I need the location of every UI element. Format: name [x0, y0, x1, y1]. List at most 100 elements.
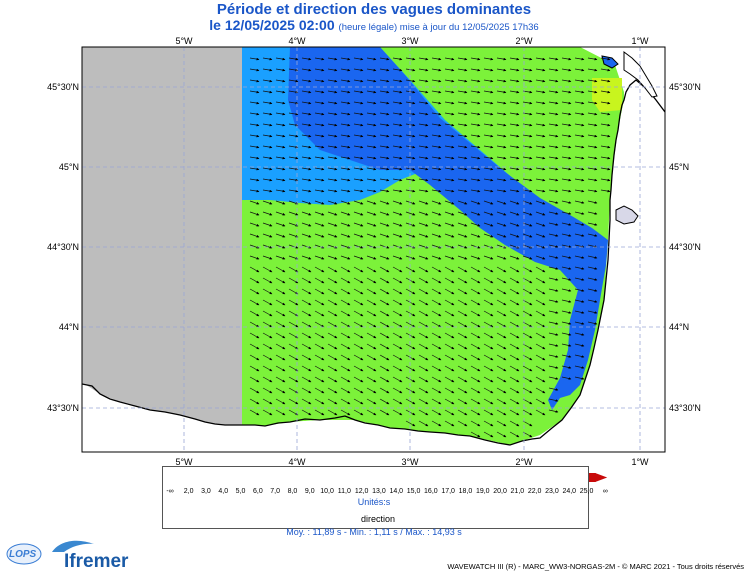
direction-arrow	[366, 57, 377, 61]
direction-arrow	[587, 145, 598, 149]
direction-arrow	[470, 398, 481, 405]
direction-arrow	[470, 332, 481, 339]
direction-arrow	[314, 90, 325, 94]
direction-arrow	[457, 145, 468, 149]
direction-arrow	[574, 266, 585, 270]
direction-arrow	[288, 57, 299, 61]
color-scale-max-arrow	[595, 473, 608, 482]
direction-arrow	[379, 233, 390, 238]
direction-arrow	[249, 79, 260, 83]
direction-arrow	[470, 288, 481, 295]
direction-arrow	[561, 211, 572, 215]
direction-arrow	[509, 123, 520, 127]
direction-arrow	[600, 90, 611, 94]
direction-arrow	[418, 156, 429, 160]
color-scale-tick: 16,0	[424, 488, 438, 495]
direction-arrow	[275, 321, 286, 328]
direction-arrow	[340, 299, 351, 306]
direction-arrow	[262, 310, 273, 317]
direction-arrow	[288, 398, 299, 405]
direction-arrow	[366, 79, 377, 83]
direction-arrow	[431, 387, 442, 394]
direction-arrow	[405, 376, 416, 383]
direction-arrow	[522, 310, 533, 317]
direction-arrow	[405, 310, 416, 317]
direction-arrow	[496, 321, 507, 328]
direction-arrow	[496, 68, 507, 72]
direction-arrow	[353, 233, 364, 238]
direction-arrow	[392, 255, 403, 260]
direction-arrow	[288, 376, 299, 383]
direction-arrow	[522, 156, 533, 160]
direction-arrow	[275, 145, 286, 149]
direction-arrow	[444, 134, 455, 138]
direction-arrow	[470, 343, 481, 350]
direction-arrow	[379, 134, 390, 138]
direction-arrow	[366, 321, 377, 328]
lops-logo-text: LOPS	[9, 549, 37, 560]
direction-arrow	[535, 354, 546, 361]
direction-arrow	[548, 68, 559, 72]
direction-arrow	[587, 200, 598, 204]
direction-arrow	[587, 299, 598, 303]
direction-arrow	[418, 376, 429, 383]
direction-arrow	[509, 343, 520, 350]
direction-arrow	[444, 57, 455, 61]
direction-arrow	[340, 277, 351, 284]
direction-arrow	[444, 200, 455, 205]
direction-arrow	[587, 211, 598, 215]
direction-arrow	[301, 233, 312, 238]
direction-arrow	[301, 299, 312, 306]
direction-label-text: direction	[361, 514, 396, 524]
direction-arrow	[262, 57, 273, 61]
direction-arrow	[340, 365, 351, 372]
direction-arrow	[392, 68, 403, 72]
direction-arrow	[314, 387, 325, 394]
direction-arrow	[405, 321, 416, 328]
lat-right-4530: 45°30'N	[669, 82, 701, 92]
direction-arrow	[327, 167, 338, 171]
direction-arrow	[353, 255, 364, 260]
direction-arrow	[392, 211, 403, 216]
direction-arrow	[483, 266, 494, 273]
direction-arrow	[301, 145, 312, 149]
direction-arrow	[249, 387, 260, 394]
direction-arrow	[327, 101, 338, 105]
direction-arrow	[548, 156, 559, 160]
direction-arrow	[509, 79, 520, 83]
direction-arrow	[379, 277, 390, 284]
direction-arrow	[301, 189, 312, 193]
direction-arrow	[379, 332, 390, 339]
direction-arrow	[275, 244, 286, 249]
direction-arrow	[262, 332, 273, 339]
direction-arrow	[249, 398, 260, 405]
color-scale-tick: 22,0	[527, 488, 542, 495]
direction-arrow	[483, 167, 494, 171]
direction-arrow	[457, 200, 468, 205]
color-scale-tick: 7,0	[270, 488, 281, 495]
direction-arrow	[405, 288, 416, 295]
direction-arrow	[561, 68, 572, 72]
direction-arrow	[483, 79, 494, 83]
direction-arrow	[548, 332, 559, 336]
direction-arrow	[366, 200, 377, 205]
direction-arrow	[314, 145, 325, 149]
direction-arrow	[366, 156, 377, 160]
direction-arrow	[275, 233, 286, 238]
direction-arrow	[509, 156, 520, 160]
direction-arrow	[418, 123, 429, 127]
direction-arrow	[431, 233, 442, 238]
direction-arrow	[548, 178, 559, 182]
direction-arrow	[327, 189, 338, 193]
direction-arrow	[327, 299, 338, 306]
direction-arrow	[353, 299, 364, 306]
direction-arrow	[366, 376, 377, 383]
direction-arrow	[379, 68, 390, 72]
direction-arrow	[405, 332, 416, 339]
direction-arrow	[418, 288, 429, 295]
direction-arrow	[418, 343, 429, 350]
direction-arrow	[327, 222, 338, 227]
direction-arrow	[587, 112, 598, 116]
direction-arrow	[262, 211, 273, 216]
direction-arrow	[379, 266, 390, 273]
